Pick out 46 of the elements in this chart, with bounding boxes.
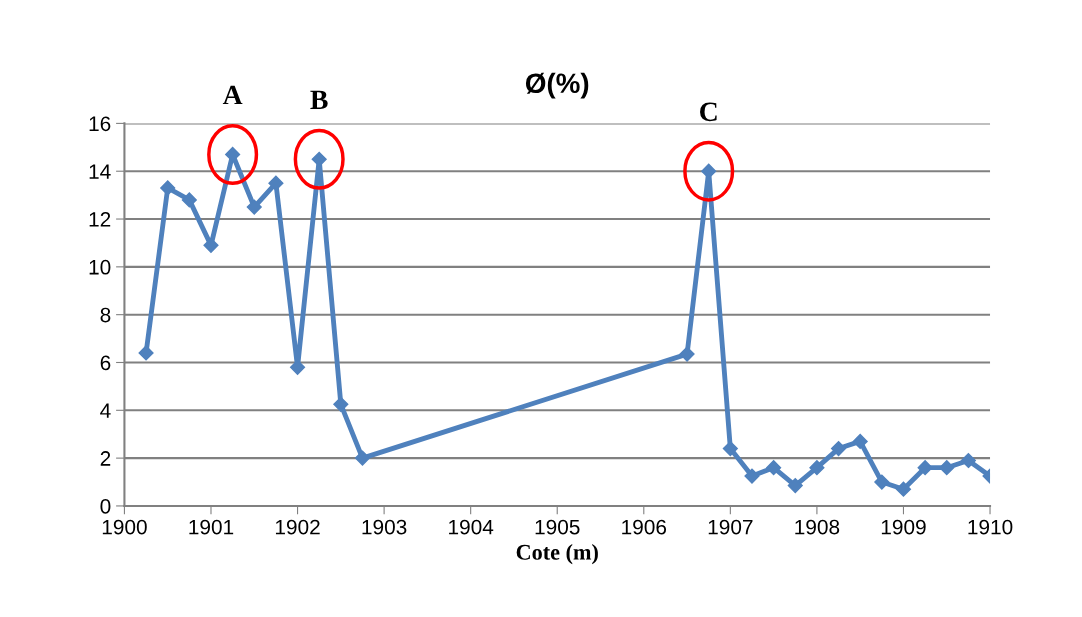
point xyxy=(874,474,890,490)
y-tick-label: 10 xyxy=(89,259,111,275)
y-tick-label: 14 xyxy=(89,164,111,179)
x-tick-label: 1909 xyxy=(881,519,926,535)
point xyxy=(203,237,219,253)
x-tick-label: 1903 xyxy=(362,519,407,535)
y-tick-label: 2 xyxy=(100,451,111,466)
y-tick-label: 16 xyxy=(89,116,111,132)
x-tick-label: 1910 xyxy=(968,519,1013,535)
x-tick-label: 1904 xyxy=(449,519,494,535)
x-tick-label: 1907 xyxy=(708,519,753,535)
annotation: B xyxy=(310,90,328,109)
annotation: A xyxy=(222,85,243,105)
y-tick-label: 12 xyxy=(89,212,111,227)
point xyxy=(138,345,154,361)
x-axis-title: Cote (m) xyxy=(516,544,598,565)
point xyxy=(766,460,782,476)
point xyxy=(268,175,284,191)
annotation: C xyxy=(700,102,717,122)
x-tick-label: 1906 xyxy=(622,519,667,535)
y-tick-label: 8 xyxy=(100,307,111,323)
point xyxy=(809,460,825,476)
x-tick-label: 1902 xyxy=(275,519,320,535)
point xyxy=(744,468,760,484)
point xyxy=(181,192,197,208)
point xyxy=(246,199,262,215)
point xyxy=(722,440,738,457)
chart-title: Ø(%) xyxy=(525,72,589,99)
point xyxy=(852,433,868,449)
point xyxy=(333,396,349,412)
point xyxy=(895,481,912,497)
point xyxy=(939,460,955,476)
y-tick-label: 0 xyxy=(100,498,111,514)
x-tick-label: 1905 xyxy=(535,519,580,535)
y-tick-label: 4 xyxy=(100,403,111,418)
point xyxy=(354,450,371,466)
x-tick-label: 1901 xyxy=(189,519,234,535)
point xyxy=(787,478,803,494)
point xyxy=(160,180,176,196)
point xyxy=(830,440,847,457)
point xyxy=(960,452,976,469)
point xyxy=(917,460,933,476)
x-tick-label: 1908 xyxy=(795,519,840,535)
y-tick-label: 6 xyxy=(100,355,111,371)
x-tick-label: 1900 xyxy=(102,519,147,535)
point xyxy=(679,346,695,362)
